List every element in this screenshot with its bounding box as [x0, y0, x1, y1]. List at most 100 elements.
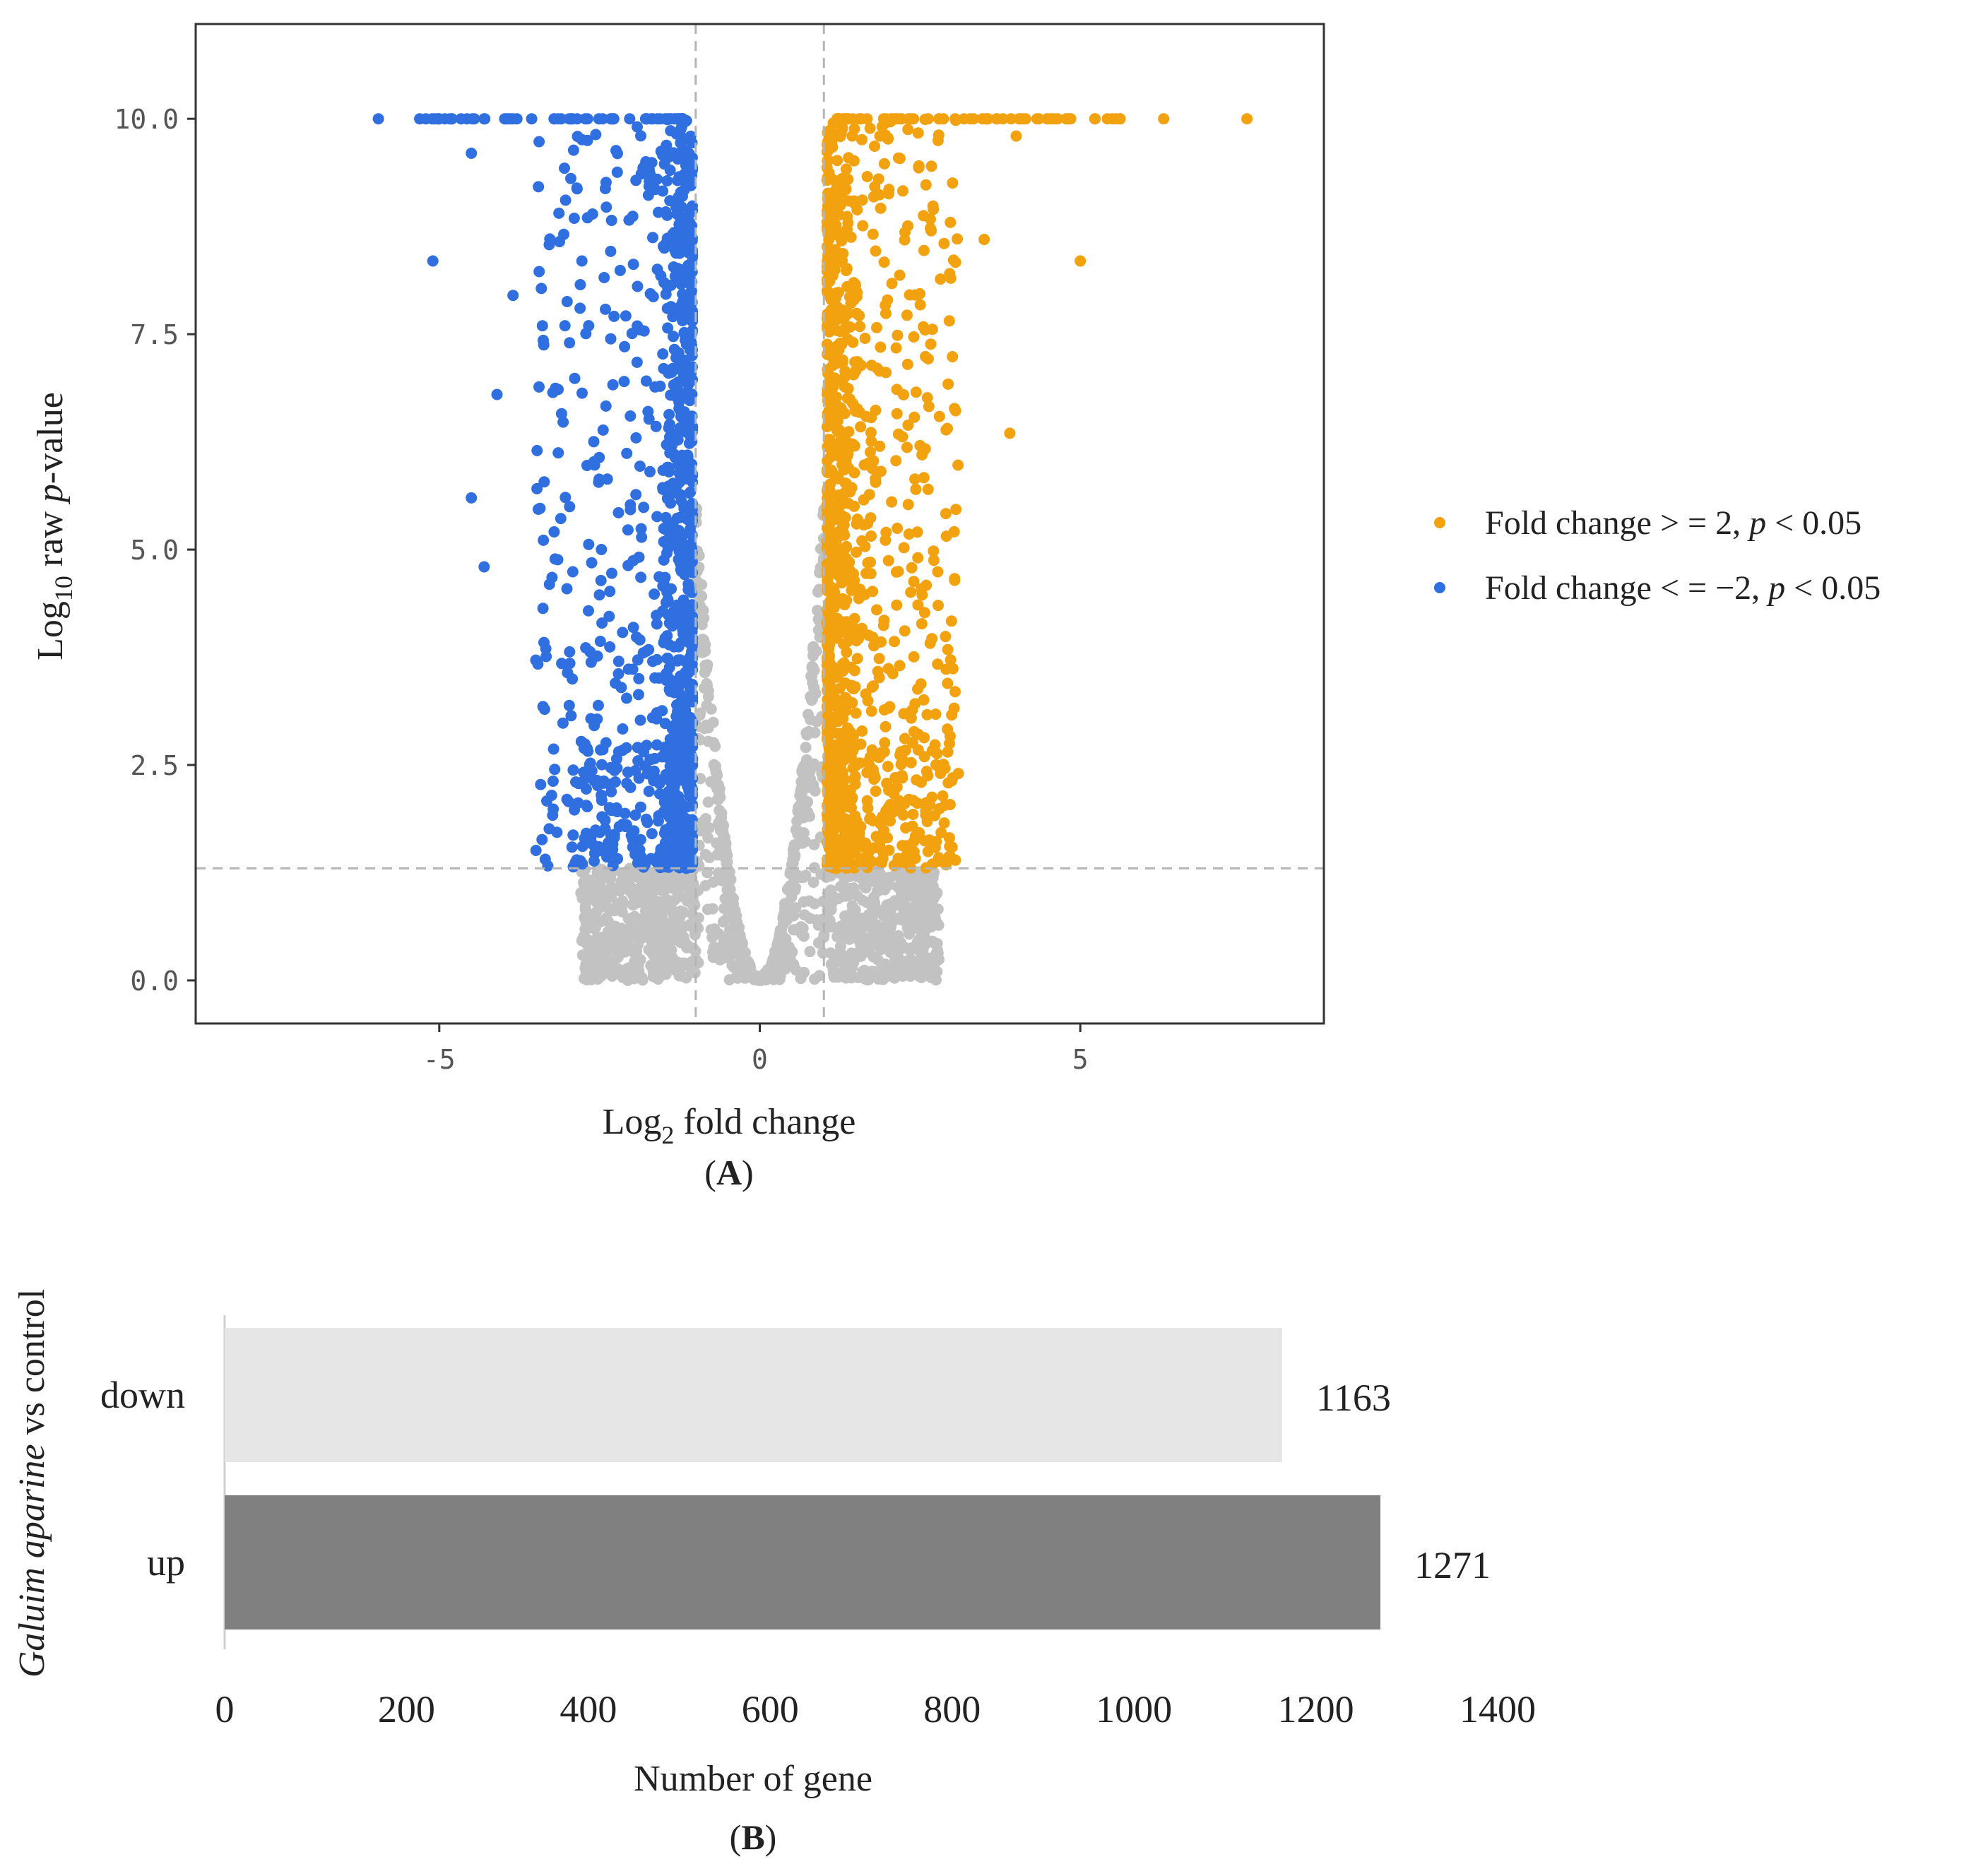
down-point	[580, 783, 592, 795]
up-point	[880, 534, 892, 546]
ns-point	[702, 691, 714, 703]
down-point	[588, 459, 600, 471]
ns-point	[720, 840, 732, 852]
down-point	[685, 168, 697, 180]
down-point	[583, 605, 594, 617]
up-point	[925, 338, 937, 350]
up-point	[924, 213, 936, 225]
down-point	[633, 772, 645, 784]
up-point	[830, 220, 842, 231]
ns-point	[872, 885, 884, 897]
down-point	[672, 706, 684, 718]
down-point	[596, 617, 608, 629]
up-point	[909, 853, 921, 865]
up-point	[870, 245, 882, 257]
x-axis-label: Number of gene	[634, 1759, 872, 1799]
down-point	[662, 521, 674, 533]
down-point	[681, 817, 693, 829]
up-point	[882, 554, 894, 566]
ns-point	[848, 956, 860, 968]
down-point	[651, 707, 663, 719]
up-point	[840, 456, 852, 468]
down-point	[665, 742, 677, 754]
down-point	[565, 710, 577, 722]
down-point	[675, 278, 687, 290]
ns-point	[801, 729, 813, 741]
ns-point	[918, 903, 930, 915]
down-point	[671, 480, 683, 492]
up-point	[823, 727, 835, 739]
ns-point	[839, 910, 851, 922]
upregulated-points	[821, 113, 1253, 874]
up-point	[928, 554, 940, 566]
up-point	[824, 408, 836, 420]
ns-point	[717, 829, 729, 840]
down-point	[439, 113, 451, 125]
up-point	[935, 273, 947, 285]
up-point	[887, 667, 899, 679]
down-point	[553, 207, 565, 219]
down-point	[647, 655, 658, 667]
down-point	[624, 113, 636, 125]
down-point	[559, 320, 571, 332]
ns-point	[875, 944, 887, 956]
up-point	[894, 269, 906, 281]
up-point	[942, 422, 953, 434]
up-point	[843, 746, 855, 758]
up-point	[943, 850, 955, 862]
down-point	[600, 400, 612, 412]
down-point	[650, 420, 662, 432]
ns-point	[677, 906, 689, 918]
up-point	[840, 163, 852, 175]
threshold-lines	[196, 24, 1324, 1023]
up-point	[865, 530, 877, 542]
ns-point	[679, 880, 691, 892]
down-point	[639, 760, 651, 772]
ns-point	[914, 884, 925, 895]
down-point	[574, 302, 586, 314]
down-point	[663, 422, 675, 434]
down-point	[590, 825, 602, 837]
up-point	[840, 265, 852, 276]
ns-point	[661, 918, 673, 930]
ns-point	[629, 956, 641, 968]
ns-point	[798, 909, 810, 921]
ns-point	[624, 942, 636, 954]
up-point	[848, 819, 860, 831]
up-point	[836, 121, 848, 133]
down-point	[532, 658, 544, 670]
up-point	[899, 732, 911, 744]
legend-down-marker	[1434, 582, 1445, 593]
ns-point	[710, 780, 722, 791]
down-point	[595, 744, 607, 756]
up-point	[855, 738, 867, 750]
ns-point	[596, 874, 608, 886]
up-point	[1041, 113, 1053, 125]
up-point	[909, 473, 921, 485]
down-point	[658, 536, 670, 547]
down-point	[641, 646, 652, 657]
down-point	[588, 436, 600, 448]
up-point	[886, 278, 898, 290]
down-point	[685, 683, 696, 695]
ns-point	[930, 974, 942, 986]
ns-point	[804, 946, 816, 958]
plot-area	[196, 24, 1324, 1023]
down-point	[588, 720, 600, 732]
up-point	[833, 550, 845, 562]
up-point	[875, 465, 887, 477]
ns-point	[721, 938, 733, 950]
ns-point	[728, 893, 739, 904]
ns-point	[653, 928, 665, 940]
down-point	[603, 610, 615, 622]
up-point	[831, 324, 843, 336]
down-point	[466, 492, 478, 504]
up-point	[859, 333, 871, 344]
down-point	[597, 424, 609, 436]
ns-point	[788, 958, 800, 970]
up-point	[909, 289, 921, 301]
up-point	[920, 350, 931, 362]
up-point	[841, 595, 853, 606]
up-point	[848, 500, 860, 512]
ns-point	[600, 947, 612, 959]
